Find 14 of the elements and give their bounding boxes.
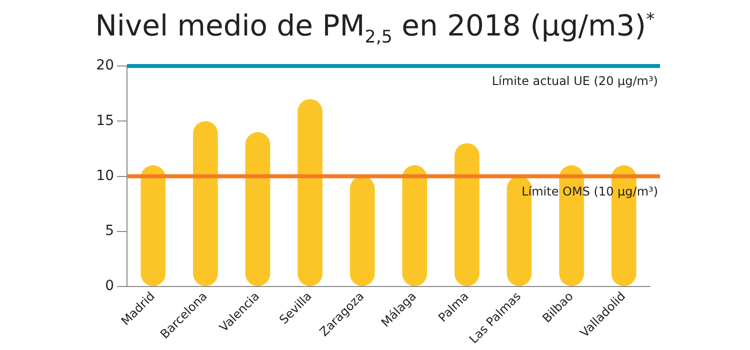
- bar: [350, 176, 375, 286]
- y-tick-label: 20: [96, 58, 114, 74]
- bar: [298, 99, 322, 286]
- bar: [402, 165, 428, 286]
- y-tick-label: 0: [105, 278, 114, 294]
- bar: [245, 132, 270, 286]
- bar: [454, 143, 480, 286]
- bar: [193, 121, 218, 286]
- y-tick-label: 10: [96, 168, 114, 184]
- chart-title: Nivel medio de PM$_{2,5}$ en 2018 (µg/m3)$^{*}$: [94, 8, 656, 48]
- y-tick-label: 15: [96, 112, 114, 129]
- bar: [140, 165, 166, 286]
- ref-line-label: Límite actual UE (20 µg/m³): [492, 74, 658, 88]
- y-tick-label: 5: [105, 223, 114, 240]
